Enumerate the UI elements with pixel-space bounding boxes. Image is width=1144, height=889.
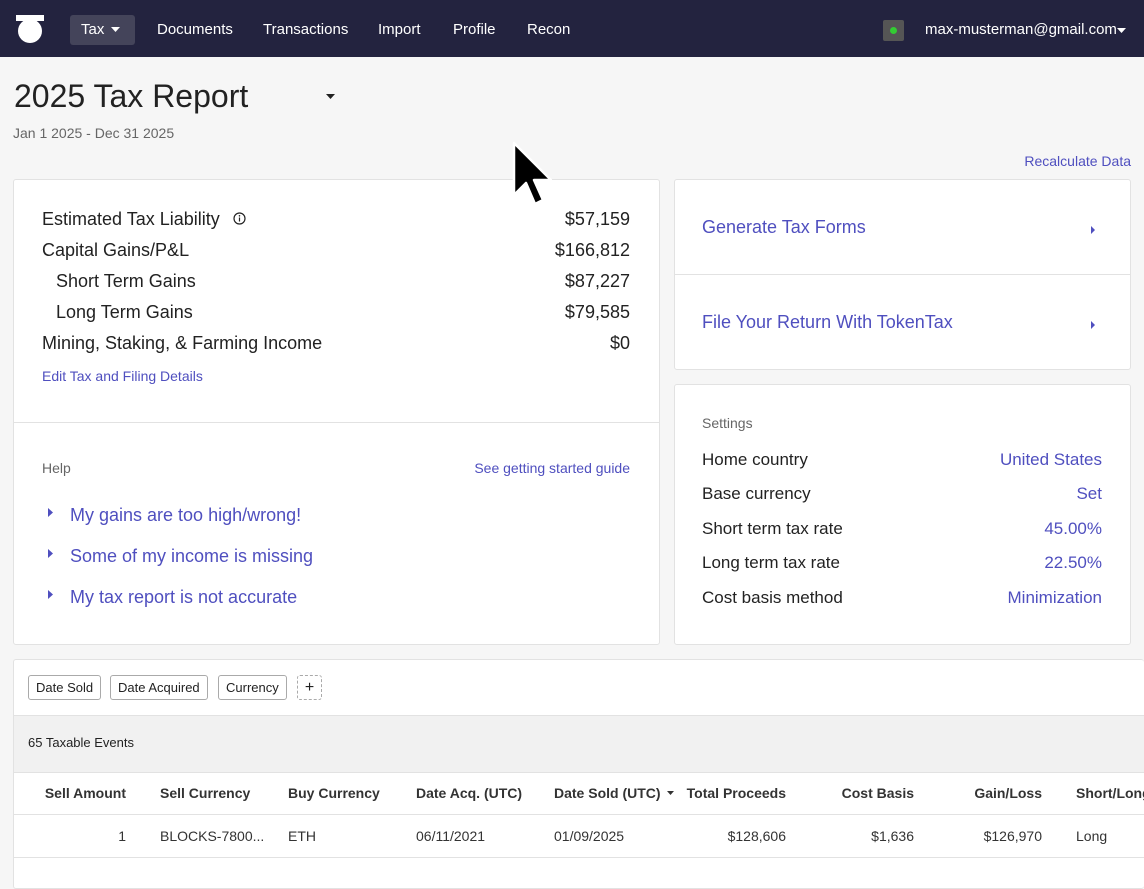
help-title: Help <box>42 460 71 476</box>
cell: Long <box>1076 828 1108 844</box>
triangle <box>1091 321 1095 329</box>
info-icon[interactable] <box>233 212 246 225</box>
caret[interactable] <box>326 94 336 100</box>
guide-link[interactable]: See getting started guide <box>474 460 630 476</box>
summary-label: Capital Gains/P&L <box>42 240 190 260</box>
date-range: Jan 1 2025 - Dec 31 2025 <box>13 125 175 141</box>
edit-link[interactable]: Edit Tax and Filing Details <box>42 368 203 384</box>
setting-value[interactable]: Minimization <box>1007 588 1102 607</box>
column-header[interactable]: Gain/Loss <box>974 785 1042 801</box>
status-indicator <box>883 20 904 41</box>
column-header[interactable]: Buy Currency <box>288 785 380 801</box>
tax-tab-bg[interactable] <box>70 15 135 45</box>
nav-tab[interactable]: Recon <box>527 21 571 38</box>
column-header[interactable]: Sell Currency <box>160 785 251 801</box>
divider <box>675 274 1130 275</box>
setting-value[interactable]: 22.50% <box>1044 553 1102 572</box>
settings-title: Settings <box>702 415 753 431</box>
triangle <box>48 590 53 599</box>
cell: $128,606 <box>727 828 786 844</box>
column-header[interactable]: Cost Basis <box>841 785 914 801</box>
setting-value[interactable]: Set <box>1076 484 1102 503</box>
row-border <box>14 857 1144 858</box>
triangle <box>1091 226 1095 234</box>
cell: $126,970 <box>983 828 1042 844</box>
event-count: 65 Taxable Events <box>28 735 134 750</box>
summary-value: $0 <box>609 333 630 353</box>
summary-card <box>13 179 660 645</box>
divider <box>14 422 659 423</box>
setting-label: Short term tax rate <box>702 519 843 538</box>
filter-chip[interactable]: Date Sold <box>28 675 102 700</box>
triangle <box>48 508 53 517</box>
summary-value: $79,585 <box>564 302 630 322</box>
cell: BLOCKS-7800... <box>160 828 265 844</box>
summary-value: $87,227 <box>564 271 630 291</box>
recalculate-link[interactable]: Recalculate Data <box>1024 153 1131 169</box>
summary-value: $166,812 <box>554 240 630 260</box>
cell: 01/09/2025 <box>554 828 625 844</box>
column-header[interactable]: Date Acq. (UTC) <box>416 785 523 801</box>
nav-tab[interactable]: Documents <box>157 21 233 38</box>
help-item[interactable]: My gains are too high/wrong! <box>70 505 302 525</box>
cell: 1 <box>118 828 126 844</box>
nav-tab[interactable]: Tax <box>81 21 105 38</box>
column-header[interactable]: Total Proceeds <box>686 785 786 801</box>
column-header[interactable]: Date Sold (UTC) <box>554 785 661 801</box>
row-border <box>14 814 1144 815</box>
top-nav <box>0 0 1144 57</box>
nav-tab[interactable]: Import <box>378 21 421 38</box>
caret <box>111 27 120 32</box>
triangle <box>48 549 53 558</box>
user-email[interactable]: max-musterman@gmail.com <box>925 21 1117 38</box>
count-bar <box>14 715 1144 773</box>
summary-value: $57,159 <box>564 209 630 229</box>
action-link[interactable]: File Your Return With TokenTax <box>702 312 953 332</box>
summary-label: Estimated Tax Liability <box>42 209 220 229</box>
setting-label: Base currency <box>702 484 811 503</box>
filter-chip[interactable]: Date Acquired <box>110 675 208 700</box>
column-header[interactable]: Short/Long <box>1076 785 1144 801</box>
nav-tab[interactable]: Transactions <box>263 21 349 38</box>
summary-label: Short Term Gains <box>56 271 196 291</box>
help-item[interactable]: My tax report is not accurate <box>70 587 298 607</box>
caret <box>1117 28 1126 33</box>
setting-label: Cost basis method <box>702 588 843 607</box>
nav-tab[interactable]: Profile <box>453 21 496 38</box>
logo[interactable] <box>16 14 46 46</box>
setting-value[interactable]: 45.00% <box>1044 519 1102 538</box>
summary-label: Long Term Gains <box>56 302 193 322</box>
settings-card <box>674 384 1131 645</box>
cell: $1,636 <box>871 828 914 844</box>
action-link[interactable]: Generate Tax Forms <box>702 217 866 237</box>
column-header[interactable]: Sell Amount <box>44 785 126 801</box>
help-item[interactable]: Some of my income is missing <box>70 546 314 566</box>
setting-label: Long term tax rate <box>702 553 840 572</box>
mouse-cursor <box>512 141 552 206</box>
setting-value[interactable]: United States <box>999 450 1102 469</box>
filter-chip[interactable]: Currency <box>218 675 287 700</box>
add-filter[interactable]: + <box>297 675 322 700</box>
sort-caret <box>667 791 674 795</box>
setting-label: Home country <box>702 450 808 469</box>
cell: ETH <box>288 828 316 844</box>
report-title: 2025 Tax Report <box>14 78 249 114</box>
summary-label: Mining, Staking, & Farming Income <box>42 333 323 353</box>
cell: 06/11/2021 <box>416 828 486 844</box>
